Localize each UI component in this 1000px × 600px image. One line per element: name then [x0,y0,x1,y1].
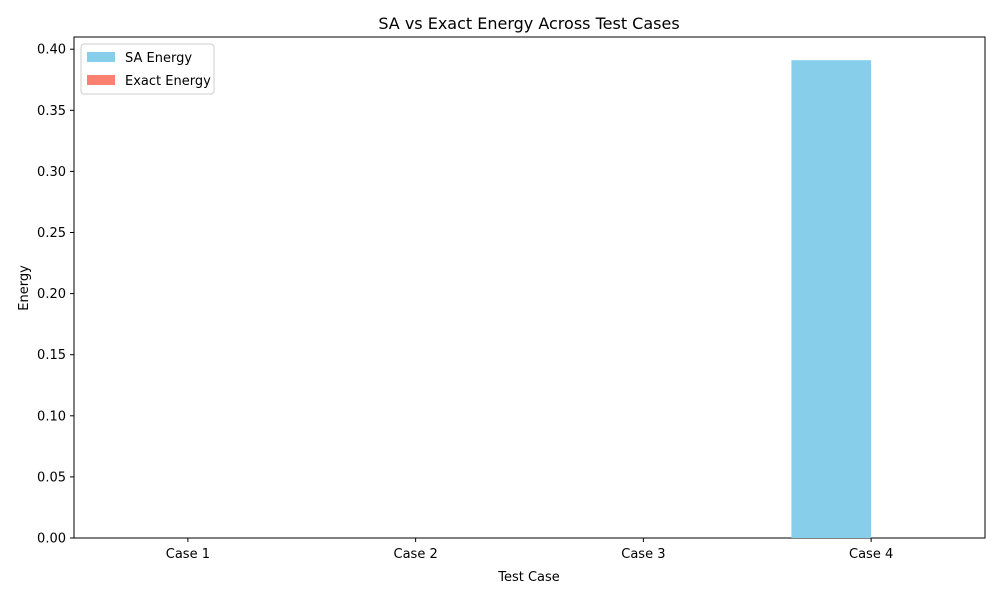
x-axis-ticks: Case 1 Case 2 Case 3 Case 4 [166,538,893,562]
y-axis-label: Energy [17,265,32,311]
legend-label-exact-energy: Exact Energy [125,74,211,89]
y-tick-label: 0.30 [37,165,66,180]
x-axis-label: Test Case [497,570,560,585]
y-tick-label: 0.00 [37,532,66,547]
y-tick-label: 0.25 [37,226,66,241]
plot-area [73,36,986,539]
y-tick-label: 0.10 [37,409,66,424]
y-axis-ticks: 0.00 0.05 0.10 0.15 0.20 0.25 0.30 0.35 0.40 [37,43,74,547]
y-tick-label: 0.05 [37,470,66,485]
chart-title: SA vs Exact Energy Across Test Cases [378,14,679,33]
legend-swatch-exact-energy [87,75,115,85]
bars-group [791,60,872,538]
legend-swatch-sa-energy [87,52,115,62]
legend: SA Energy Exact Energy [80,43,215,95]
y-tick-label: 0.15 [37,348,66,363]
y-tick-label: 0.40 [37,43,66,58]
legend-label-sa-energy: SA Energy [125,51,192,66]
x-tick-label: Case 3 [621,547,665,562]
bar-sa-energy-case-4 [791,60,872,538]
x-tick-label: Case 1 [166,547,210,562]
plot-frame [73,36,986,539]
x-tick-label: Case 2 [394,547,438,562]
y-tick-label: 0.20 [37,287,66,302]
y-tick-label: 0.35 [37,104,66,119]
x-tick-label: Case 4 [849,547,893,562]
